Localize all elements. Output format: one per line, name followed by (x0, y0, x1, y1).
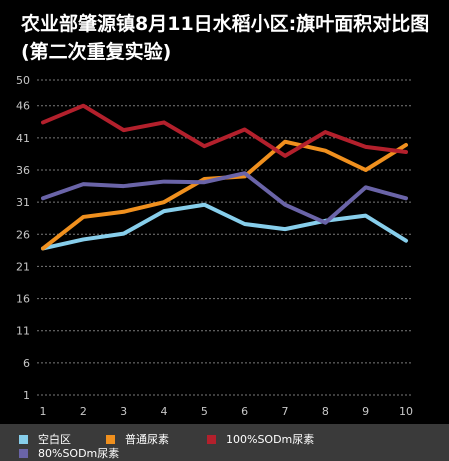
legend-swatch (19, 449, 28, 458)
legend-item-series-2: 普通尿素 (106, 433, 169, 446)
chart-legend: 空白区 普通尿素 100%SODm尿素 80%SODm尿素 (0, 424, 449, 461)
legend-swatch (207, 435, 216, 444)
x-tick-label: 4 (161, 405, 168, 418)
x-tick-label: 3 (120, 405, 127, 418)
legend-swatch (106, 435, 115, 444)
y-tick-label: 36 (16, 164, 30, 177)
x-tick-label: 5 (201, 405, 208, 418)
y-tick-label: 31 (16, 196, 30, 209)
y-tick-label: 21 (16, 260, 30, 273)
legend-item-series-4: 80%SODm尿素 (19, 447, 119, 460)
series-line-4 (41, 171, 408, 225)
series-line-3 (41, 103, 408, 158)
x-tick-label: 1 (40, 405, 47, 418)
series-line-1 (41, 202, 408, 251)
legend-item-series-1: 空白区 (19, 433, 71, 446)
y-tick-label: 16 (16, 293, 30, 306)
x-tick-label: 8 (322, 405, 329, 418)
legend-label: 空白区 (38, 433, 71, 446)
chart-title: 农业部肇源镇8月11日水稻小区:旗叶面积对比图(第二次重复实验) (21, 13, 430, 63)
y-tick-label: 41 (16, 132, 30, 145)
y-tick-label: 11 (16, 325, 30, 338)
y-tick-label: 1 (23, 389, 30, 402)
legend-label: 80%SODm尿素 (38, 447, 120, 460)
x-tick-label: 9 (362, 405, 369, 418)
x-tick-label: 7 (282, 405, 289, 418)
x-tick-label: 6 (241, 405, 248, 418)
y-tick-label: 26 (16, 228, 30, 241)
x-tick-label: 2 (80, 405, 87, 418)
legend-item-series-3: 100%SODm尿素 (207, 433, 314, 446)
y-tick-label: 46 (16, 100, 30, 113)
legend-label: 普通尿素 (125, 433, 169, 446)
y-tick-label: 50 (16, 74, 30, 87)
series-line-2 (41, 139, 408, 251)
y-tick-label: 6 (23, 357, 30, 370)
x-tick-label: 10 (399, 405, 413, 418)
legend-label: 100%SODm尿素 (226, 433, 315, 446)
legend-swatch (19, 435, 28, 444)
